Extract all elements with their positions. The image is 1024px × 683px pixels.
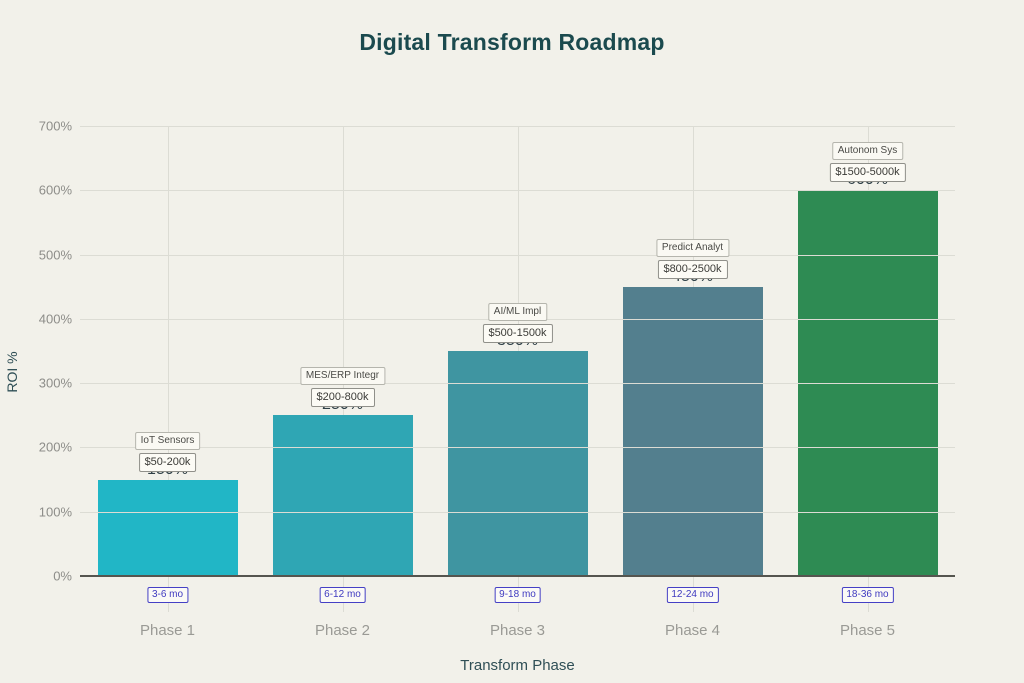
y-tick-label: 200% xyxy=(38,439,72,455)
x-tick-label: Phase 3 xyxy=(489,622,546,639)
gridline-vertical xyxy=(167,126,169,612)
bar-group-phase-3: 350% $500-1500k AI/ML Impl 9-18 mo Phase… xyxy=(430,126,605,639)
duration-badge: 18-36 mo xyxy=(841,587,894,603)
tech-label: AI/ML Impl xyxy=(487,303,548,321)
x-axis-line xyxy=(80,575,955,577)
x-tick-label: Phase 2 xyxy=(314,622,371,639)
gridline-horizontal xyxy=(80,511,955,513)
chart-title: Digital Transform Roadmap xyxy=(359,29,665,55)
y-axis-title: ROI % xyxy=(4,351,20,393)
bar-group-phase-5: 600% $1500-5000k Autonom Sys 18-36 mo Ph… xyxy=(780,126,955,639)
y-tick-label: 100% xyxy=(38,504,72,520)
cost-label: $500-1500k xyxy=(482,324,553,343)
y-tick-label: 0% xyxy=(53,568,72,584)
bar-phase-4 xyxy=(622,286,763,576)
bar-phase-1 xyxy=(97,479,238,576)
x-tick-label: Phase 5 xyxy=(839,622,896,639)
tech-label: IoT Sensors xyxy=(134,431,201,450)
y-tick-label: 700% xyxy=(38,118,72,134)
gridline-horizontal xyxy=(80,190,955,192)
duration-badge: 3-6 mo xyxy=(146,587,189,603)
bar-group-phase-1: 150% $50-200k IoT Sensors 3-6 mo Phase 1 xyxy=(80,126,255,639)
cost-label: $200-800k xyxy=(310,388,375,408)
duration-badge: 12-24 mo xyxy=(666,587,719,603)
cost-label: $1500-5000k xyxy=(829,163,906,183)
bar-phase-2 xyxy=(272,415,413,576)
gridline-horizontal xyxy=(80,383,955,385)
gridline-horizontal xyxy=(80,447,955,449)
bar-group-phase-2: 250% $200-800k MES/ERP Integr 6-12 mo Ph… xyxy=(255,126,430,639)
y-tick-label: 600% xyxy=(38,182,72,198)
tech-label: MES/ERP Integr xyxy=(299,367,386,386)
y-tick-label: 400% xyxy=(38,311,72,327)
plot-area: 150% $50-200k IoT Sensors 3-6 mo Phase 1… xyxy=(39,119,955,639)
tech-label: Autonom Sys xyxy=(831,142,904,161)
duration-badge: 9-18 mo xyxy=(494,587,541,603)
x-tick-label: Phase 4 xyxy=(664,622,721,639)
cost-label: $50-200k xyxy=(138,452,197,472)
cost-label: $800-2500k xyxy=(657,259,728,279)
x-axis-title: Transform Phase xyxy=(460,657,575,674)
tech-label: Predict Analyt xyxy=(655,238,730,257)
y-tick-label: 500% xyxy=(38,247,72,263)
gridline-horizontal xyxy=(80,254,955,256)
bar-phase-3 xyxy=(447,351,588,576)
gridline-horizontal xyxy=(80,126,955,127)
duration-badge: 6-12 mo xyxy=(319,587,366,603)
x-tick-label: Phase 1 xyxy=(139,622,196,639)
bar-group-phase-4: 450% $800-2500k Predict Analyt 12-24 mo … xyxy=(605,126,780,639)
y-tick-label: 300% xyxy=(38,375,72,391)
